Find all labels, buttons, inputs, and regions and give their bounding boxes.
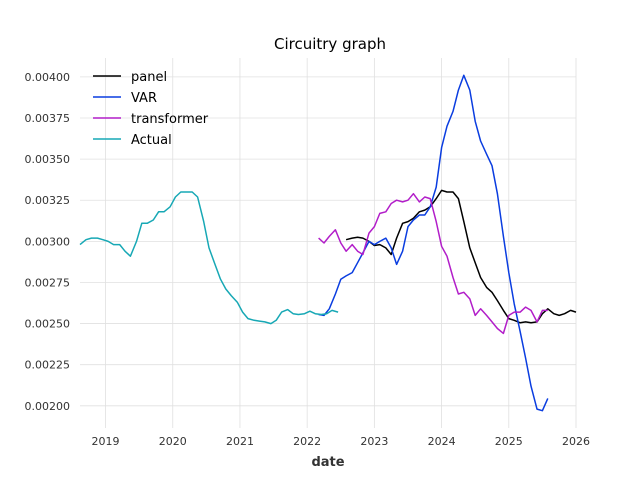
x-tick-label: 2025: [495, 435, 523, 448]
series-line-actual: [79, 191, 339, 325]
y-tick-label: 0.00300: [25, 235, 71, 248]
x-tick-label: 2022: [293, 435, 321, 448]
x-tick-label: 2021: [226, 435, 254, 448]
x-tick-label: 2020: [159, 435, 187, 448]
series-line-transformer: [318, 192, 548, 335]
y-tick-label: 0.00375: [25, 112, 71, 125]
chart-title: Circuitry graph: [274, 35, 386, 53]
x-tick-label: 2019: [92, 435, 120, 448]
y-tick-label: 0.00225: [25, 359, 71, 372]
x-axis-label: date: [311, 455, 344, 470]
series-line-panel: [345, 189, 577, 324]
legend-label: Actual: [131, 133, 172, 148]
legend-label: VAR: [131, 91, 157, 106]
legend-label: transformer: [131, 112, 209, 127]
x-axis-ticks: 2019 2020 2021 2022 2023 2024 2025 2026: [92, 435, 590, 448]
x-tick-label: 2024: [428, 435, 456, 448]
y-tick-label: 0.00250: [25, 318, 71, 331]
y-axis-ticks: 0.00200 0.00225 0.00250 0.00275 0.00300 0.003…: [25, 71, 71, 413]
x-tick-label: 2026: [562, 435, 590, 448]
legend-label: panel: [131, 70, 167, 85]
y-tick-label: 0.00400: [25, 71, 71, 84]
legend: panel VAR transformer Actual: [93, 70, 209, 148]
series-lines: [79, 74, 577, 412]
y-tick-label: 0.00200: [25, 400, 71, 413]
series-line-var: [318, 74, 549, 412]
y-tick-label: 0.00275: [25, 276, 71, 289]
y-tick-label: 0.00350: [25, 153, 71, 166]
y-tick-label: 0.00325: [25, 194, 71, 207]
x-tick-label: 2023: [360, 435, 388, 448]
